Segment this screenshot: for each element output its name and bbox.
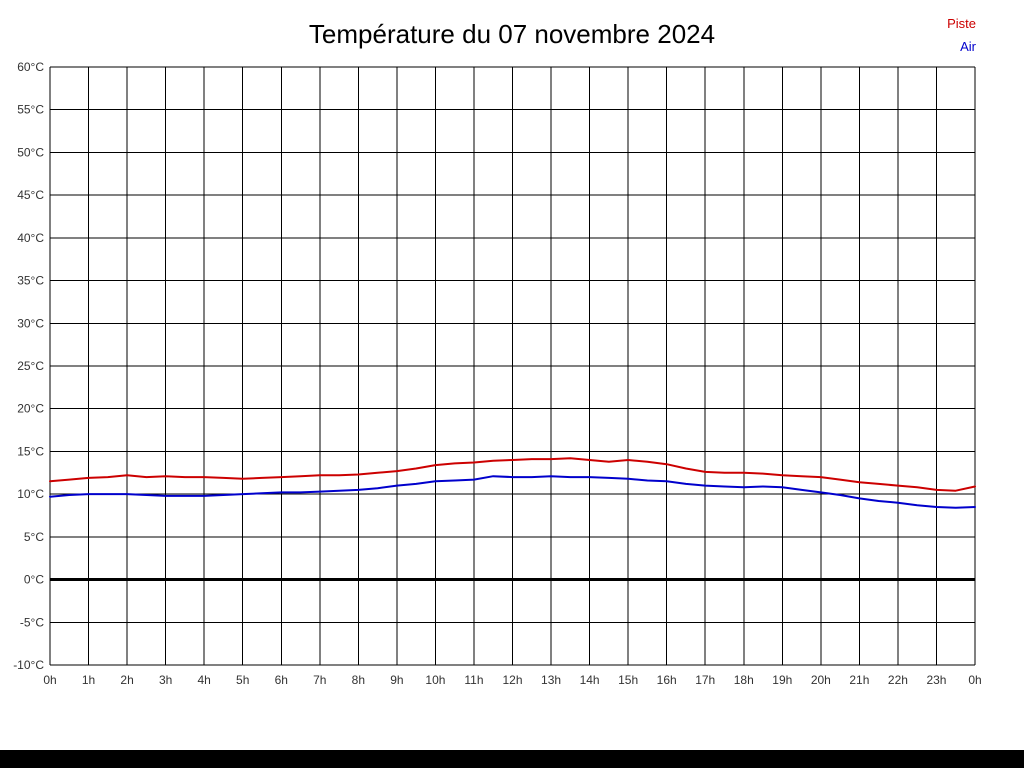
svg-text:5°C: 5°C [24, 530, 44, 544]
legend-item-air: Air [960, 39, 976, 54]
temperature-chart: 60°C 55°C 50°C 45°C 40°C 35°C 30°C 25°C 20°C 15°C… [13, 60, 981, 687]
chart-title: Température du 07 novembre 2024 [308, 19, 716, 49]
svg-text:9h: 9h [390, 673, 403, 687]
svg-text:6h: 6h [275, 673, 288, 687]
svg-text:23h: 23h [926, 673, 946, 687]
svg-text:30°C: 30°C [17, 316, 44, 330]
svg-text:5h: 5h [236, 673, 249, 687]
legend-item-piste: Piste [947, 16, 976, 31]
svg-text:50°C: 50°C [17, 145, 44, 159]
svg-text:35°C: 35°C [17, 274, 44, 288]
y-axis-labels: 60°C 55°C 50°C 45°C 40°C 35°C 30°C 25°C 20°C 15°C… [13, 60, 44, 672]
svg-text:13h: 13h [541, 673, 561, 687]
svg-text:8h: 8h [352, 673, 365, 687]
svg-text:10°C: 10°C [17, 487, 44, 501]
svg-text:15°C: 15°C [17, 444, 44, 458]
svg-text:0h: 0h [43, 673, 56, 687]
svg-text:3h: 3h [159, 673, 172, 687]
svg-text:55°C: 55°C [17, 103, 44, 117]
grid-lines [49, 66, 976, 666]
svg-text:60°C: 60°C [17, 60, 44, 74]
svg-text:0°C: 0°C [24, 573, 44, 587]
chart-legend: Piste Air [947, 12, 976, 58]
svg-text:-10°C: -10°C [13, 658, 44, 672]
svg-text:0h: 0h [968, 673, 981, 687]
bottom-bar [0, 750, 1024, 768]
svg-text:7h: 7h [313, 673, 326, 687]
svg-text:14h: 14h [580, 673, 600, 687]
svg-text:17h: 17h [695, 673, 715, 687]
svg-text:18h: 18h [734, 673, 754, 687]
svg-text:10h: 10h [425, 673, 445, 687]
svg-text:21h: 21h [849, 673, 869, 687]
svg-text:45°C: 45°C [17, 188, 44, 202]
x-axis-labels: 0h 1h 2h 3h 4h 5h 6h 7h 8h 9h 10h 11h 12h 13h 14h 15h 16… [43, 673, 981, 687]
svg-text:40°C: 40°C [17, 231, 44, 245]
svg-text:11h: 11h [464, 673, 483, 687]
svg-text:22h: 22h [888, 673, 908, 687]
svg-text:20°C: 20°C [17, 402, 44, 416]
svg-text:4h: 4h [197, 673, 210, 687]
svg-text:20h: 20h [811, 673, 831, 687]
svg-text:12h: 12h [502, 673, 522, 687]
svg-text:-5°C: -5°C [20, 615, 44, 629]
svg-text:15h: 15h [618, 673, 638, 687]
svg-text:25°C: 25°C [17, 359, 44, 373]
svg-text:1h: 1h [82, 673, 95, 687]
svg-text:2h: 2h [120, 673, 133, 687]
svg-text:16h: 16h [657, 673, 677, 687]
series-line-piste [49, 457, 976, 492]
series-line-air [49, 475, 976, 509]
svg-text:19h: 19h [772, 673, 792, 687]
